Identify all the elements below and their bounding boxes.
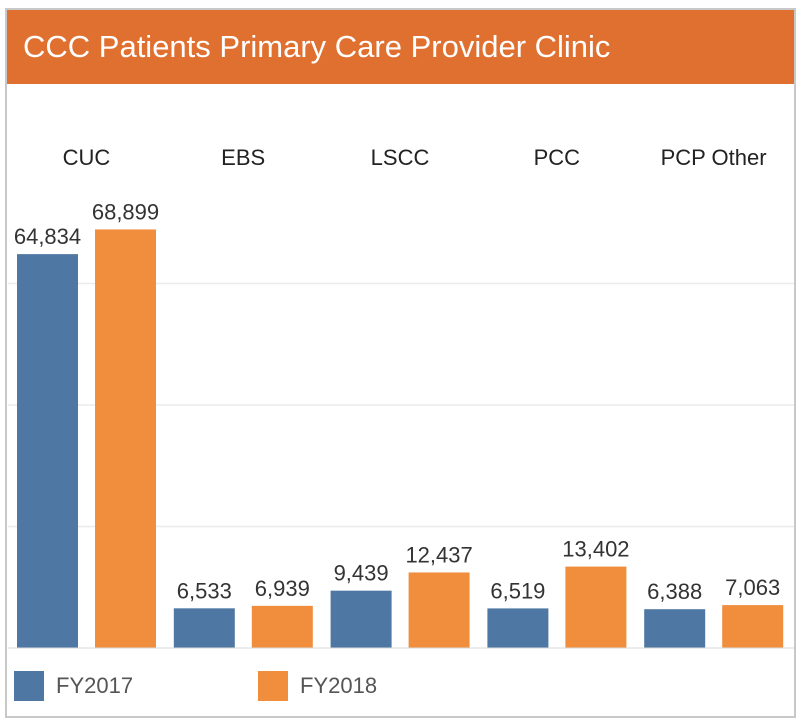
- bar-fy2018-cuc: [95, 229, 156, 648]
- chart-title: CCC Patients Primary Care Provider Clini…: [23, 29, 611, 64]
- bar-fy2017-pcc: [487, 608, 549, 648]
- category-label: LSCC: [371, 145, 430, 170]
- data-label: 12,437: [405, 542, 472, 567]
- bar-fy2018-ebs: [251, 605, 313, 648]
- title-bar: CCC Patients Primary Care Provider Clini…: [7, 10, 794, 84]
- legend-swatch-fy2017: [14, 671, 44, 701]
- data-label: 13,402: [562, 537, 629, 562]
- data-label: 6,388: [647, 579, 702, 604]
- category-label: PCP Other: [661, 145, 767, 170]
- category-label: CUC: [63, 145, 111, 170]
- data-label: 6,533: [177, 578, 232, 603]
- bar-fy2018-pcp-other: [722, 605, 784, 648]
- data-label: 64,834: [14, 224, 81, 249]
- data-label: 9,439: [334, 561, 389, 586]
- legend-label-fy2017: FY2017: [56, 673, 134, 698]
- data-label: 68,899: [92, 199, 159, 224]
- bar-fy2017-pcp-other: [644, 609, 706, 648]
- data-label: 6,519: [490, 578, 545, 603]
- legend-label-fy2018: FY2018: [300, 673, 378, 698]
- bar-fy2018-pcc: [565, 566, 627, 648]
- bar-fy2017-ebs: [173, 608, 235, 648]
- legend-swatch-fy2018: [258, 671, 288, 701]
- category-label: PCC: [534, 145, 581, 170]
- data-label: 6,939: [255, 576, 310, 601]
- category-label: EBS: [221, 145, 265, 170]
- data-label: 7,063: [725, 575, 780, 600]
- bar-fy2017-cuc: [17, 254, 78, 648]
- bar-fy2018-lscc: [408, 572, 470, 648]
- bar-fy2017-lscc: [330, 590, 392, 648]
